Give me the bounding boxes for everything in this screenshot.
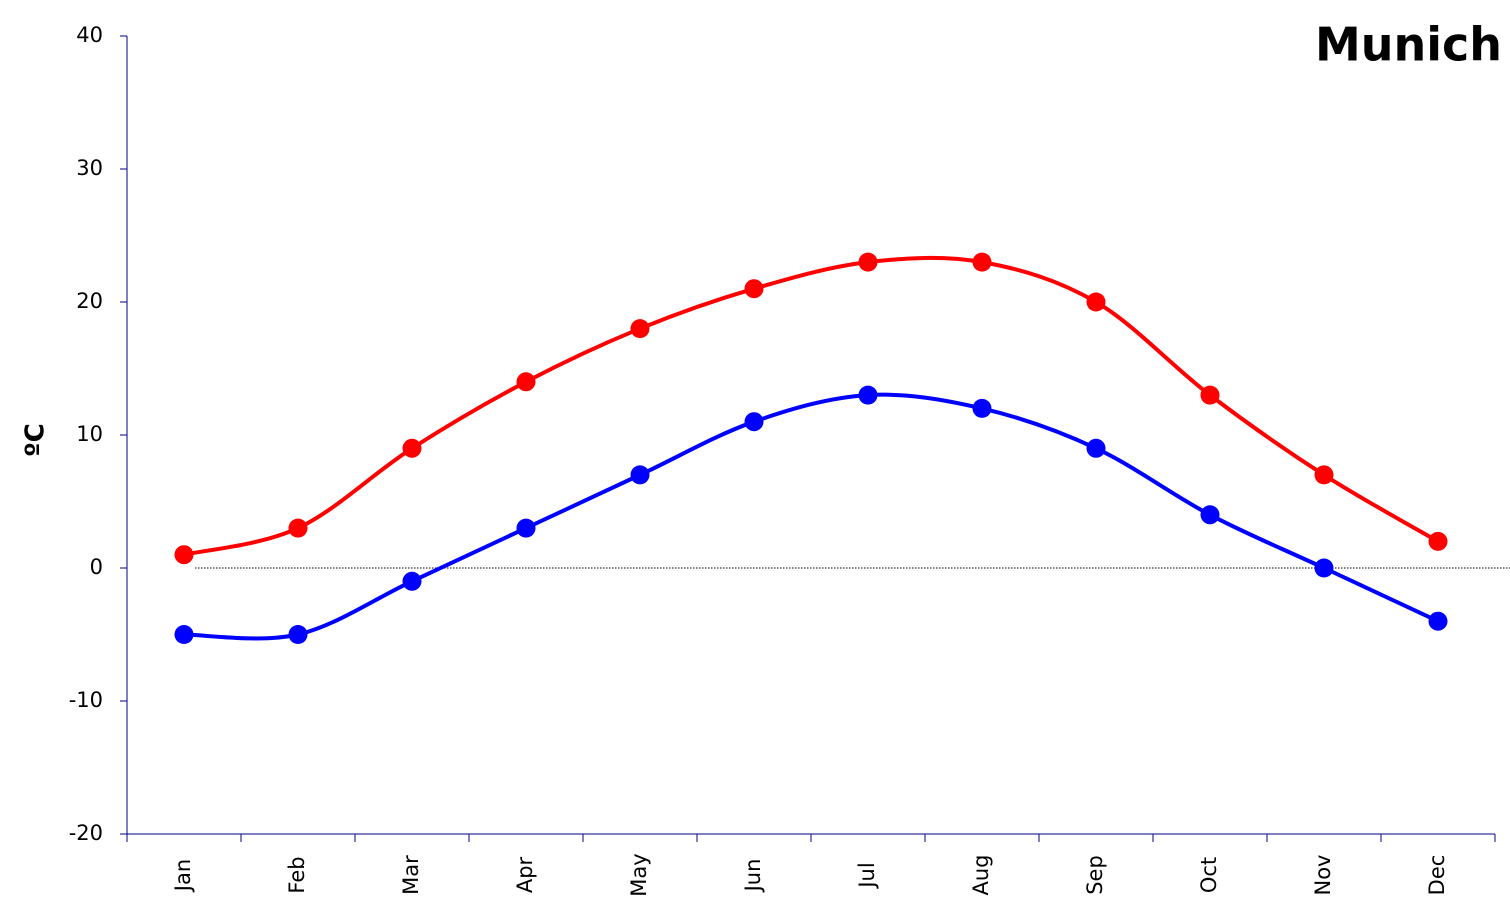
point bbox=[1428, 611, 1448, 631]
point bbox=[1200, 385, 1220, 405]
x-tick-label: Jan bbox=[171, 859, 195, 893]
series-line bbox=[183, 255, 1440, 557]
chart-title: Munich bbox=[1315, 18, 1502, 72]
series-line bbox=[183, 392, 1439, 641]
x-tick-label: Aug bbox=[969, 854, 993, 895]
point bbox=[1314, 558, 1334, 578]
point bbox=[1200, 505, 1220, 525]
point bbox=[1086, 438, 1106, 458]
point bbox=[744, 279, 764, 299]
x-tick-label: Sep bbox=[1083, 855, 1107, 895]
point bbox=[288, 518, 308, 538]
point bbox=[516, 518, 536, 538]
point bbox=[402, 438, 422, 458]
x-tick-label: May bbox=[627, 853, 651, 896]
x-tick-label: Apr bbox=[513, 856, 537, 893]
point bbox=[630, 465, 650, 485]
point bbox=[288, 625, 308, 644]
x-tick-label: Dec bbox=[1425, 855, 1449, 896]
point bbox=[174, 545, 194, 565]
point bbox=[972, 252, 992, 272]
point bbox=[1314, 465, 1334, 485]
point bbox=[174, 625, 194, 644]
y-tick-label: 30 bbox=[76, 156, 103, 180]
y-tick-label: 0 bbox=[90, 555, 103, 579]
x-tick-label: Feb bbox=[285, 856, 309, 893]
y-tick-label: 10 bbox=[76, 422, 103, 446]
point bbox=[1086, 292, 1106, 312]
point bbox=[972, 398, 992, 418]
y-tick-label: 20 bbox=[76, 289, 103, 313]
point bbox=[630, 319, 650, 339]
point bbox=[744, 412, 764, 432]
point bbox=[858, 385, 878, 405]
point bbox=[1428, 531, 1448, 551]
x-tick-label: Nov bbox=[1311, 855, 1335, 896]
x-tick-label: Jul bbox=[855, 862, 879, 889]
point bbox=[516, 372, 536, 392]
y-tick-label: 40 bbox=[76, 23, 103, 47]
x-tick-label: Mar bbox=[399, 855, 423, 895]
x-tick-label: Oct bbox=[1197, 857, 1221, 893]
y-tick-label: -10 bbox=[69, 688, 103, 712]
x-tick-label: Jun bbox=[741, 859, 765, 894]
y-tick-label: -20 bbox=[69, 821, 103, 845]
y-axis-label: ºC bbox=[21, 423, 51, 457]
point bbox=[858, 252, 878, 272]
point bbox=[402, 571, 422, 591]
